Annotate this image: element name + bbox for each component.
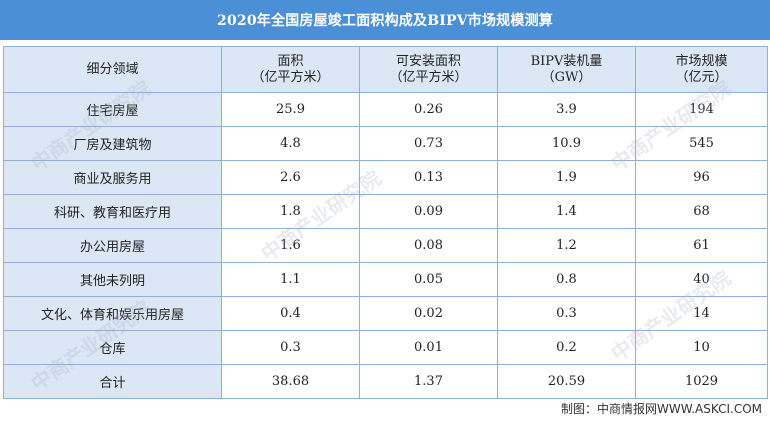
market-size-cell: 14 xyxy=(635,296,768,331)
header-cell-market-size: 市场规模 （亿元） xyxy=(635,46,768,93)
installable-area-cell: 1.37 xyxy=(359,364,498,399)
installable-area-cell: 0.01 xyxy=(359,330,498,365)
market-size-cell: 40 xyxy=(635,262,768,297)
area-cell: 0.3 xyxy=(221,330,360,365)
market-size-cell: 10 xyxy=(635,330,768,365)
bipv-capacity-cell: 0.3 xyxy=(497,296,636,331)
table-row: 厂房及建筑物 4.8 0.73 10.9 545 xyxy=(3,126,768,161)
installable-area-cell: 0.02 xyxy=(359,296,498,331)
bipv-capacity-cell: 20.59 xyxy=(497,364,636,399)
header-cell-segment: 细分领域 xyxy=(3,46,222,93)
bipv-capacity-cell: 1.2 xyxy=(497,228,636,263)
area-cell: 1.8 xyxy=(221,194,360,229)
bipv-capacity-cell: 0.8 xyxy=(497,262,636,297)
table-row: 商业及服务用 2.6 0.13 1.9 96 xyxy=(3,160,768,195)
table-row: 科研、教育和医疗用 1.8 0.09 1.4 68 xyxy=(3,194,768,229)
total-row: 合计 38.68 1.37 20.59 1029 xyxy=(3,364,768,399)
bipv-capacity-cell: 10.9 xyxy=(497,126,636,161)
table-row: 其他未列明 1.1 0.05 0.8 40 xyxy=(3,262,768,297)
row-label: 办公用房屋 xyxy=(3,228,222,263)
table-title: 2020年全国房屋竣工面积构成及BIPV市场规模测算 xyxy=(0,0,770,40)
header-label: 细分领域 xyxy=(86,61,139,77)
header-unit: （亿平方米） xyxy=(389,69,468,85)
installable-area-cell: 0.08 xyxy=(359,228,498,263)
market-size-cell: 68 xyxy=(635,194,768,229)
area-cell: 1.6 xyxy=(221,228,360,263)
market-size-cell: 1029 xyxy=(635,364,768,399)
area-cell: 38.68 xyxy=(221,364,360,399)
header-cell-installable-area: 可安装面积 （亿平方米） xyxy=(359,46,498,93)
bipv-capacity-cell: 3.9 xyxy=(497,92,636,127)
area-cell: 25.9 xyxy=(221,92,360,127)
area-cell: 0.4 xyxy=(221,296,360,331)
installable-area-cell: 0.13 xyxy=(359,160,498,195)
row-label: 住宅房屋 xyxy=(3,92,222,127)
installable-area-cell: 0.05 xyxy=(359,262,498,297)
area-cell: 4.8 xyxy=(221,126,360,161)
row-label: 厂房及建筑物 xyxy=(3,126,222,161)
market-size-cell: 545 xyxy=(635,126,768,161)
table-row: 住宅房屋 25.9 0.26 3.9 194 xyxy=(3,92,768,127)
table-row: 办公用房屋 1.6 0.08 1.2 61 xyxy=(3,228,768,263)
bipv-capacity-cell: 0.2 xyxy=(497,330,636,365)
area-cell: 2.6 xyxy=(221,160,360,195)
installable-area-cell: 0.09 xyxy=(359,194,498,229)
row-label: 合计 xyxy=(3,364,222,399)
market-size-cell: 96 xyxy=(635,160,768,195)
bipv-capacity-cell: 1.9 xyxy=(497,160,636,195)
header-label: 可安装面积 xyxy=(395,53,461,69)
bipv-capacity-cell: 1.4 xyxy=(497,194,636,229)
header-unit: （亿元） xyxy=(675,69,728,85)
header-unit: （亿平方米） xyxy=(251,69,330,85)
source-credit: 制图：中商情报网WWW.ASKCI.COM xyxy=(561,402,762,416)
market-size-cell: 61 xyxy=(635,228,768,263)
header-label: BIPV装机量 xyxy=(530,53,603,69)
header-unit: （GW） xyxy=(541,69,592,85)
header-label: 面积 xyxy=(277,53,304,69)
header-cell-bipv-capacity: BIPV装机量 （GW） xyxy=(497,46,636,93)
installable-area-cell: 0.73 xyxy=(359,126,498,161)
market-size-cell: 194 xyxy=(635,92,768,127)
header-cell-area: 面积 （亿平方米） xyxy=(221,46,360,93)
row-label: 文化、体育和娱乐用房屋 xyxy=(3,296,222,331)
header-label: 市场规模 xyxy=(675,53,728,69)
area-cell: 1.1 xyxy=(221,262,360,297)
row-label: 其他未列明 xyxy=(3,262,222,297)
header-row: 细分领域 面积 （亿平方米） 可安装面积 （亿平方米） BIPV装机量 （GW）… xyxy=(3,46,768,93)
row-label: 仓库 xyxy=(3,330,222,365)
row-label: 科研、教育和医疗用 xyxy=(3,194,222,229)
table-row: 仓库 0.3 0.01 0.2 10 xyxy=(3,330,768,365)
installable-area-cell: 0.26 xyxy=(359,92,498,127)
table-row: 文化、体育和娱乐用房屋 0.4 0.02 0.3 14 xyxy=(3,296,768,331)
data-table: 细分领域 面积 （亿平方米） 可安装面积 （亿平方米） BIPV装机量 （GW）… xyxy=(3,46,768,399)
row-label: 商业及服务用 xyxy=(3,160,222,195)
